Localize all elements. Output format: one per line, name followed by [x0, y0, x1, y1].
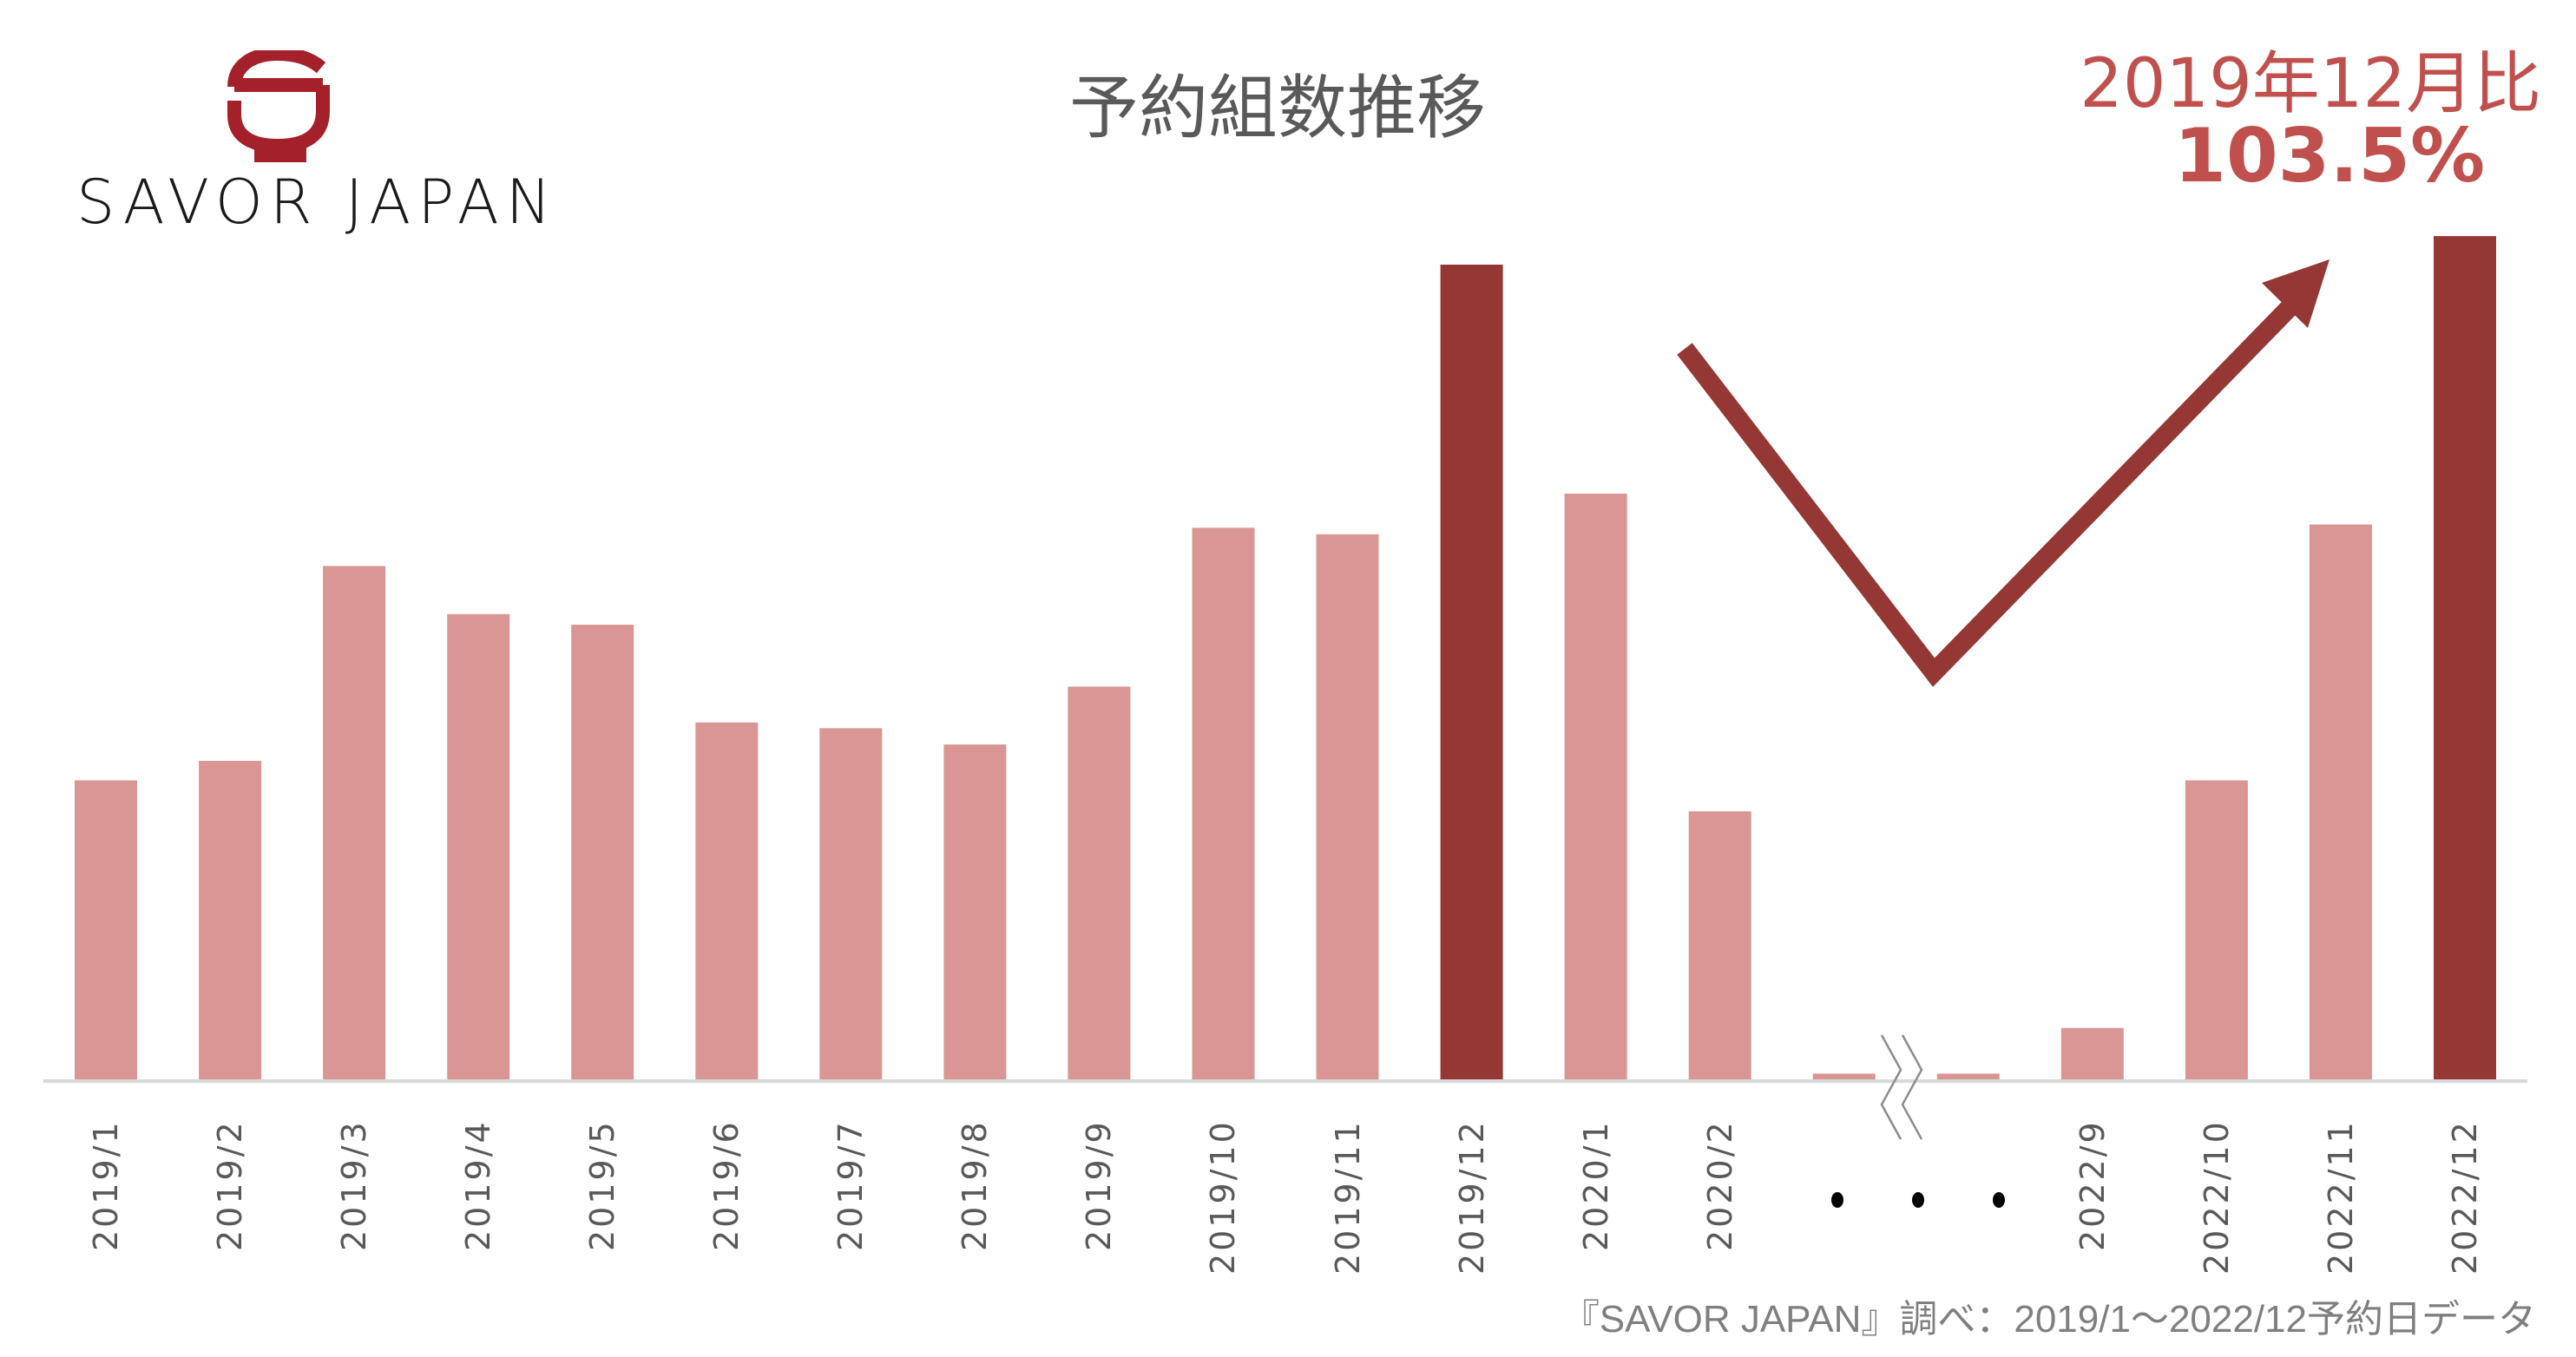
bar-2019/4: [447, 613, 510, 1079]
bar-2019/5: [571, 625, 634, 1079]
axis-break-icon: [1880, 1034, 1923, 1140]
x-label: 2019/11: [1328, 1119, 1367, 1275]
bar-2019/10: [1192, 528, 1255, 1079]
savor-japan-logo-icon: [227, 50, 330, 162]
x-label: 2019/12: [1452, 1119, 1491, 1275]
bar-2019/9: [1068, 686, 1131, 1079]
x-label: 2019/4: [459, 1119, 498, 1251]
x-label: 2019/3: [335, 1119, 374, 1251]
x-label: 2022/10: [2197, 1119, 2236, 1275]
x-label: 2022/9: [2073, 1119, 2112, 1251]
bar-2019/8: [943, 744, 1007, 1079]
bar-2022/12: [2434, 236, 2496, 1080]
bar-gap-15: [1936, 1073, 2000, 1079]
x-label: 2019/1: [87, 1119, 125, 1251]
x-label: 2019/2: [211, 1119, 250, 1251]
x-label: 2020/1: [1576, 1119, 1615, 1251]
bars-group: [75, 236, 2496, 1080]
bar-2020/1: [1564, 493, 1627, 1079]
x-label: 2022/12: [2445, 1119, 2484, 1275]
ellipsis-dots: [1831, 1192, 2005, 1208]
source-note: 『SAVOR JAPAN』調べ：2019/1～2022/12予約日データ: [1561, 1298, 2536, 1341]
bar-2019/12: [1440, 265, 1503, 1079]
x-label: 2019/5: [583, 1119, 622, 1251]
brand-name: SAVOR JAPAN: [76, 167, 559, 238]
chart-title: 予約組数推移: [1069, 68, 1486, 148]
x-label: 2019/9: [1080, 1119, 1119, 1251]
bar-2020/2: [1688, 811, 1751, 1079]
bar-2022/9: [2060, 1027, 2124, 1079]
bar-2019/1: [75, 780, 137, 1079]
bar-2019/6: [695, 722, 759, 1079]
x-label: 2022/11: [2321, 1119, 2360, 1275]
bar-2022/10: [2185, 780, 2248, 1079]
bar-2022/11: [2309, 524, 2372, 1079]
logo-mark: [227, 50, 330, 162]
bar-2019/2: [199, 760, 262, 1079]
x-label: 2019/6: [707, 1119, 746, 1251]
comparison-label: 2019年12月比: [2080, 45, 2541, 123]
bar-2019/11: [1316, 534, 1379, 1079]
trend-arrow-icon: [1677, 259, 2330, 687]
x-label: 2019/8: [956, 1119, 995, 1251]
x-label: 2020/2: [1700, 1119, 1739, 1251]
bar-gap-14: [1812, 1073, 1876, 1079]
x-label: 2019/10: [1204, 1119, 1243, 1275]
bar-2019/7: [819, 728, 883, 1079]
comparison-value: 103.5%: [2174, 113, 2486, 200]
x-label: 2019/7: [831, 1119, 871, 1251]
bar-2019/3: [323, 566, 386, 1079]
